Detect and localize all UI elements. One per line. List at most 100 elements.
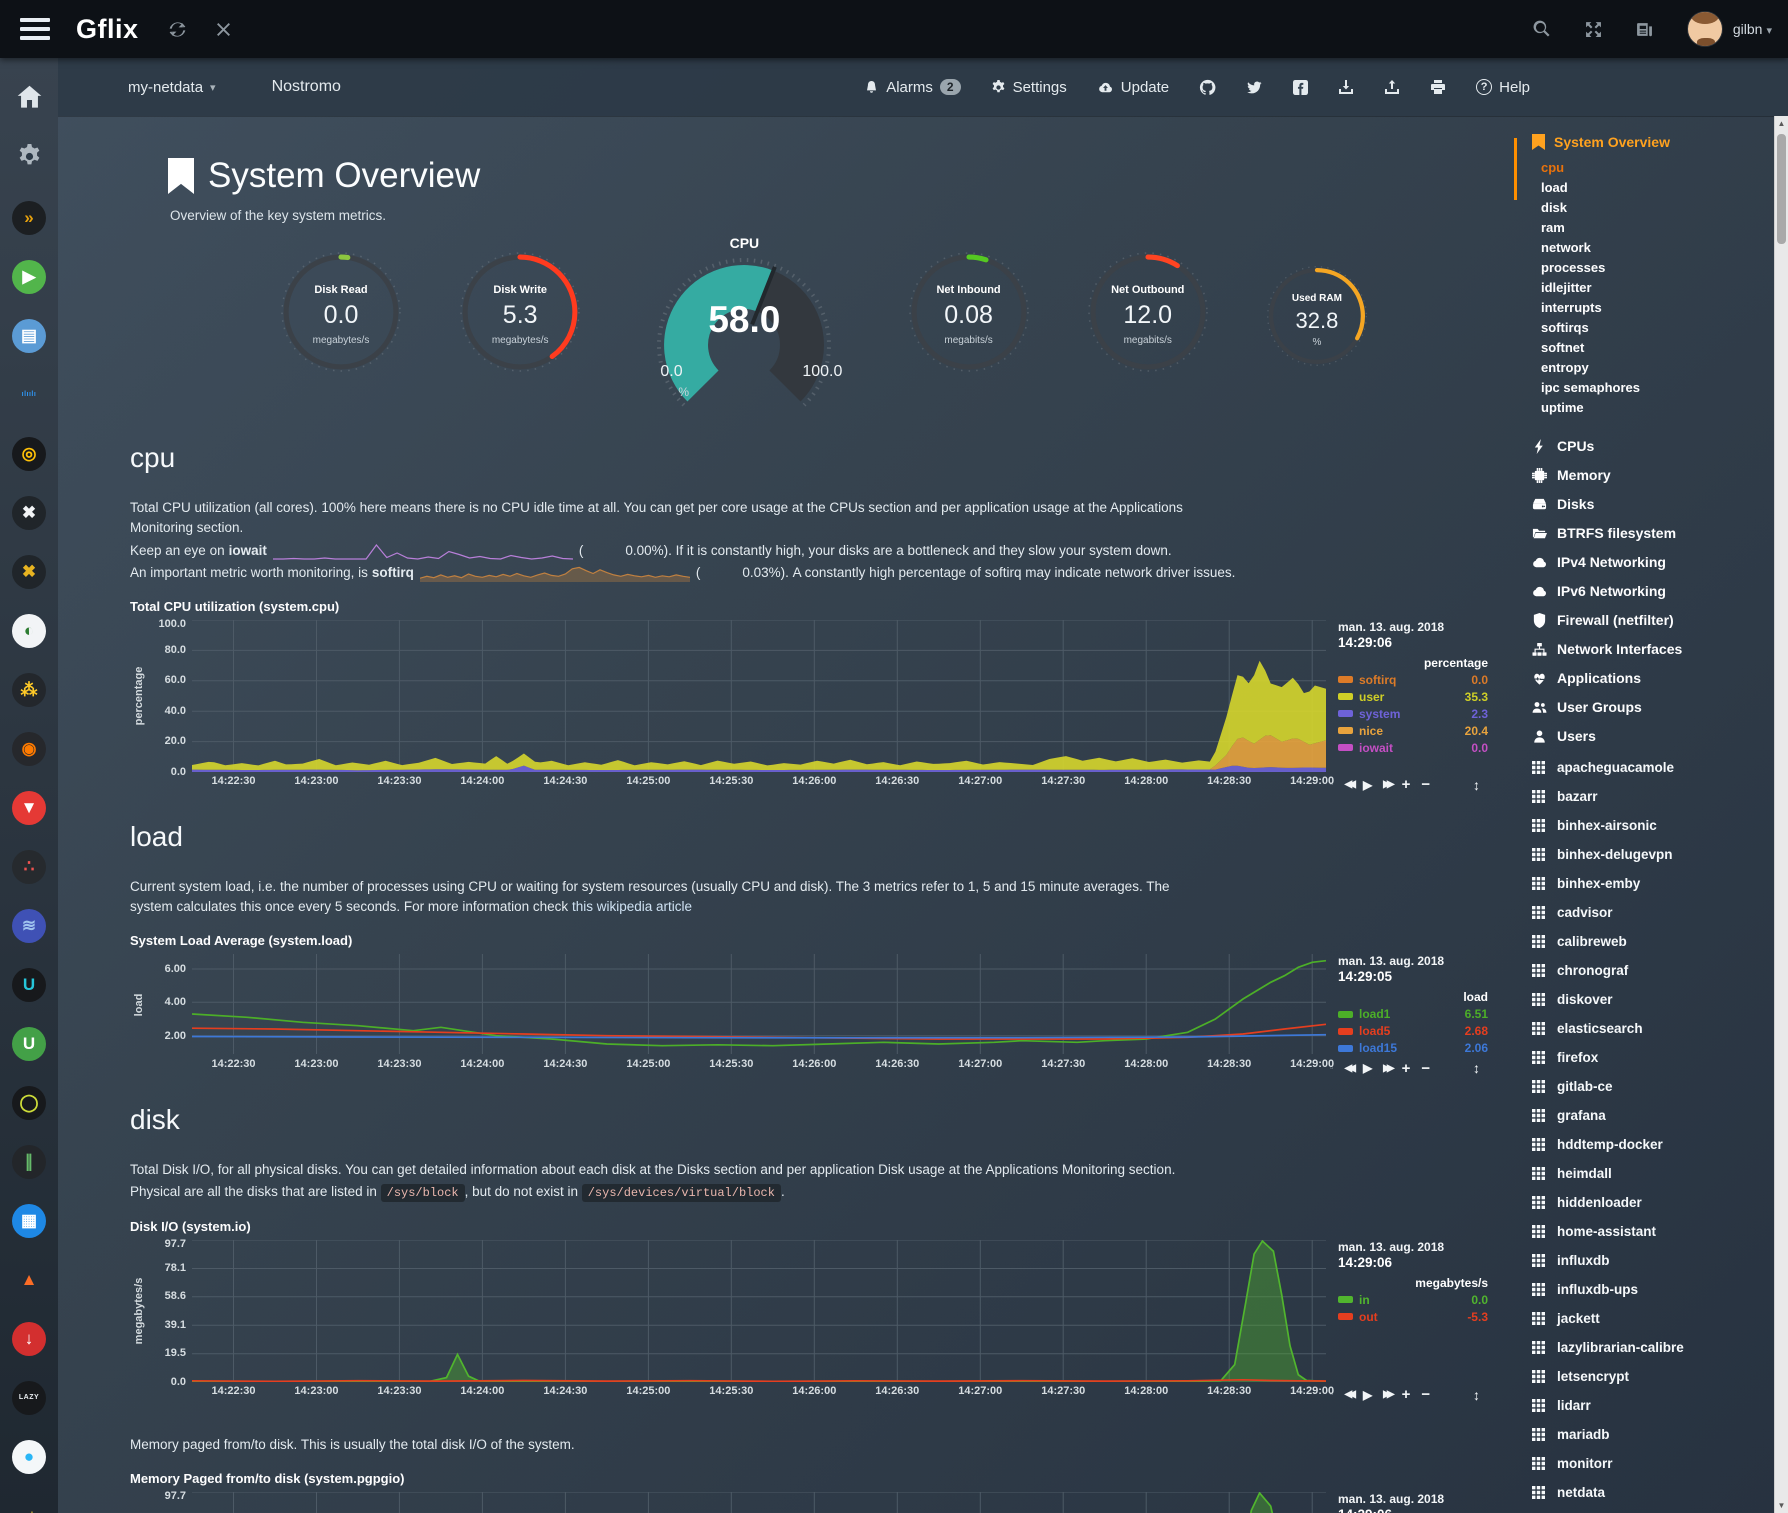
pan-backward-button[interactable]: ◀◀: [1344, 1389, 1357, 1400]
pan-forward-button[interactable]: ▶▶: [1383, 1062, 1395, 1074]
menu-section-item[interactable]: IPv4 Networking: [1532, 548, 1788, 577]
export-icon[interactable]: [1384, 79, 1400, 95]
menu-sub-item[interactable]: idlejitter: [1541, 280, 1592, 295]
update-button[interactable]: Update: [1097, 79, 1169, 96]
app-shortcut[interactable]: U: [12, 955, 46, 1014]
pan-forward-button[interactable]: ▶▶: [1383, 779, 1395, 790]
legend-row[interactable]: iowait 0.0: [1338, 741, 1488, 755]
legend-row[interactable]: nice 20.4: [1338, 724, 1488, 738]
menu-app-item[interactable]: chronograf: [1532, 956, 1788, 985]
menu-app-item[interactable]: lazylibrarian-calibre: [1532, 1333, 1788, 1362]
menu-sub-item[interactable]: entropy: [1541, 360, 1589, 375]
menu-sub-item[interactable]: ram: [1541, 220, 1565, 235]
legend-row[interactable]: out -5.3: [1338, 1310, 1488, 1324]
app-shortcut[interactable]: U: [12, 1014, 46, 1073]
chart-plot-area[interactable]: [192, 1239, 1326, 1382]
cpu-gauge[interactable]: CPU 58.0 0.0 100.0 %: [638, 235, 850, 416]
menu-app-item[interactable]: gitlab-ce: [1532, 1072, 1788, 1101]
menu-app-item[interactable]: letsencrypt: [1532, 1362, 1788, 1391]
app-shortcut[interactable]: ≋: [12, 896, 46, 955]
menu-sub-item[interactable]: disk: [1541, 200, 1568, 215]
menu-app-item[interactable]: mariadb: [1532, 1420, 1788, 1449]
pan-backward-button[interactable]: ◀◀: [1344, 1062, 1357, 1074]
menu-section-item[interactable]: CPUs: [1532, 432, 1788, 461]
refresh-icon[interactable]: [169, 21, 186, 38]
chart-plot-area[interactable]: [192, 954, 1326, 1054]
menu-app-item[interactable]: hddtemp-docker: [1532, 1130, 1788, 1159]
menu-app-item[interactable]: binhex-emby: [1532, 869, 1788, 898]
app-shortcut[interactable]: ▤: [12, 306, 46, 365]
zoom-out-button[interactable]: −: [1421, 776, 1431, 793]
menu-app-item[interactable]: home-assistant: [1532, 1217, 1788, 1246]
menu-section-item[interactable]: Firewall (netfilter): [1532, 606, 1788, 635]
news-icon[interactable]: [1636, 21, 1653, 38]
menu-section-item[interactable]: Memory: [1532, 461, 1788, 490]
resize-handle[interactable]: ↕: [1473, 1060, 1480, 1076]
app-shortcut[interactable]: ▲: [12, 1250, 46, 1309]
scrollbar-up-arrow[interactable]: ▲: [1777, 119, 1786, 128]
menu-section-item[interactable]: Disks: [1532, 490, 1788, 519]
menu-app-item[interactable]: influxdb-ups: [1532, 1275, 1788, 1304]
app-shortcut[interactable]: ◯: [12, 1073, 46, 1132]
host-dropdown[interactable]: my-netdata ▾: [128, 78, 216, 96]
app-shortcut[interactable]: ✖: [12, 483, 46, 542]
menu-app-item[interactable]: monitorr: [1532, 1449, 1788, 1478]
menu-app-item[interactable]: grafana: [1532, 1101, 1788, 1130]
app-shortcut[interactable]: ▼: [12, 778, 46, 837]
zoom-out-button[interactable]: −: [1421, 1386, 1431, 1403]
legend-row[interactable]: load5 2.68: [1338, 1024, 1488, 1038]
menu-section-item[interactable]: BTRFS filesystem: [1532, 519, 1788, 548]
app-shortcut[interactable]: ▶: [12, 247, 46, 306]
app-shortcut[interactable]: ◐: [12, 601, 46, 660]
legend-row[interactable]: load1 6.51: [1338, 1007, 1488, 1021]
menu-sub-item[interactable]: load: [1541, 180, 1568, 195]
menu-app-item[interactable]: influxdb: [1532, 1246, 1788, 1275]
menu-app-item[interactable]: hiddenloader: [1532, 1188, 1788, 1217]
app-shortcut[interactable]: ∴: [12, 837, 46, 896]
hostname[interactable]: Nostromo: [271, 78, 341, 95]
app-shortcut[interactable]: »: [12, 188, 46, 247]
menu-section-item[interactable]: Applications: [1532, 664, 1788, 693]
zoom-out-button[interactable]: −: [1421, 1059, 1431, 1077]
menu-app-item[interactable]: firefox: [1532, 1043, 1788, 1072]
import-icon[interactable]: [1338, 79, 1354, 95]
easypie-gauge[interactable]: Net Inbound 0.08 megabits/s: [908, 251, 1030, 373]
play-button[interactable]: ▶: [1362, 777, 1373, 792]
facebook-icon[interactable]: [1293, 80, 1308, 95]
sidebar-home[interactable]: [0, 70, 58, 129]
menu-app-item[interactable]: elasticsearch: [1532, 1014, 1788, 1043]
menu-sub-item[interactable]: interrupts: [1541, 300, 1602, 315]
zoom-in-button[interactable]: +: [1401, 1386, 1411, 1403]
easypie-gauge[interactable]: Disk Write 5.3 megabytes/s: [459, 251, 581, 373]
wikipedia-link[interactable]: this wikipedia article: [571, 898, 692, 914]
alarms-button[interactable]: Alarms 2: [864, 79, 961, 96]
menu-app-item[interactable]: heimdall: [1532, 1159, 1788, 1188]
resize-handle[interactable]: ↕: [1473, 1386, 1480, 1403]
app-shortcut[interactable]: ▦: [12, 1191, 46, 1250]
page-scrollbar[interactable]: ▲ ▼: [1774, 116, 1788, 1513]
easypie-gauge[interactable]: Used RAM 32.8 %: [1266, 265, 1368, 367]
user-menu[interactable]: gilbn ▾: [1732, 21, 1772, 37]
menu-sub-item[interactable]: cpu: [1541, 160, 1565, 175]
menu-sub-item[interactable]: softirqs: [1541, 320, 1589, 335]
app-shortcut[interactable]: LAZY: [12, 1368, 46, 1427]
app-shortcut[interactable]: ⁂: [12, 660, 46, 719]
easypie-gauge[interactable]: Disk Read 0.0 megabytes/s: [280, 251, 402, 373]
print-icon[interactable]: [1430, 79, 1446, 95]
app-shortcut[interactable]: ılıılı: [12, 365, 46, 424]
menu-section-item[interactable]: Network Interfaces: [1532, 635, 1788, 664]
pan-backward-button[interactable]: ◀◀: [1344, 779, 1357, 790]
menu-system-overview[interactable]: System Overview: [1532, 134, 1788, 150]
menu-sub-item[interactable]: processes: [1541, 260, 1606, 275]
play-button[interactable]: ▶: [1362, 1387, 1373, 1402]
close-tab-icon[interactable]: [216, 22, 231, 37]
iowait-sparkline[interactable]: [272, 541, 573, 561]
app-shortcut[interactable]: ↓: [12, 1309, 46, 1368]
menu-sub-item[interactable]: ipc semaphores: [1541, 380, 1640, 395]
menu-section-item[interactable]: Users: [1532, 722, 1788, 751]
menu-app-item[interactable]: binhex-airsonic: [1532, 811, 1788, 840]
search-icon[interactable]: [1533, 20, 1551, 38]
menu-sub-item[interactable]: uptime: [1541, 400, 1584, 415]
zoom-in-button[interactable]: +: [1401, 776, 1411, 793]
app-shortcut[interactable]: ✖: [12, 542, 46, 601]
